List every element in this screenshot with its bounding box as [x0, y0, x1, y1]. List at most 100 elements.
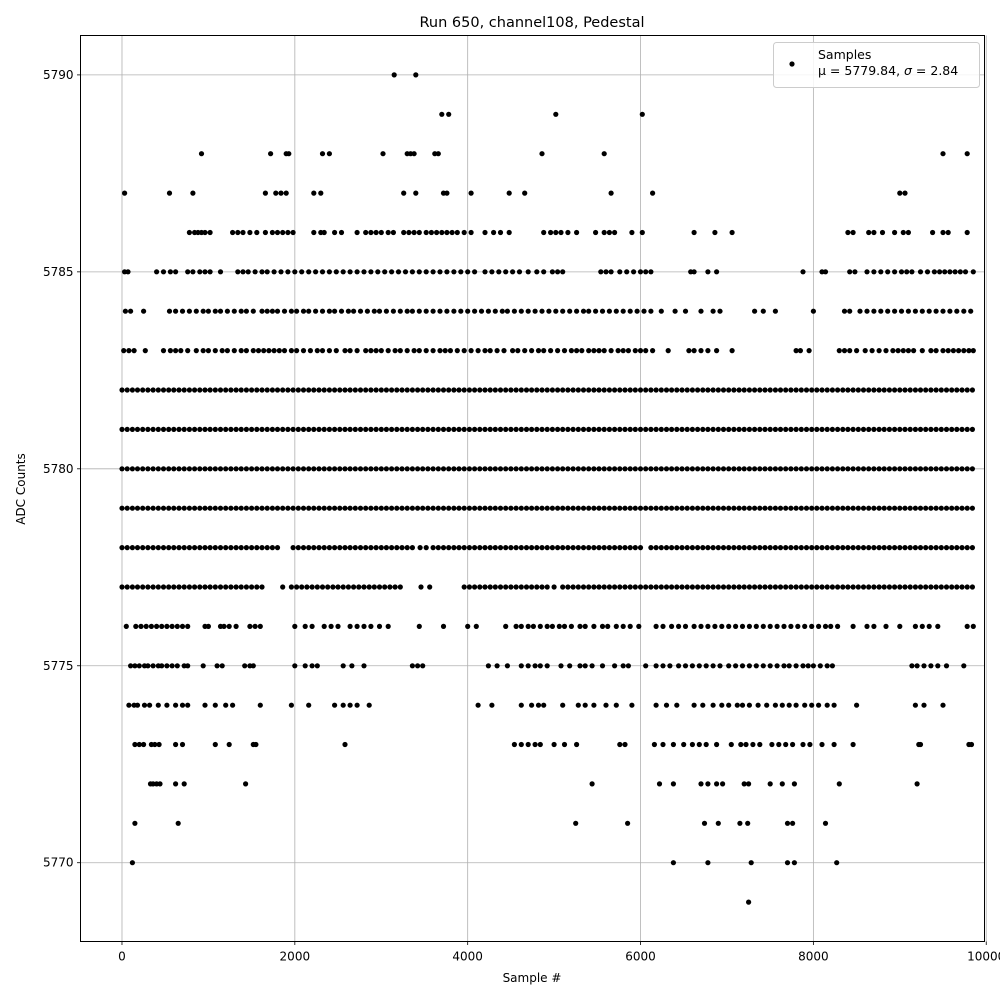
sample-point	[129, 387, 135, 393]
sample-point	[173, 702, 179, 708]
sample-point	[347, 505, 353, 511]
sample-point	[259, 505, 265, 511]
sample-point	[186, 229, 192, 236]
sample-point	[591, 387, 597, 393]
sample-point	[212, 584, 218, 590]
x-tick-label: 4000	[452, 950, 483, 964]
sample-point	[703, 663, 709, 669]
sample-point	[632, 584, 638, 590]
sample-point	[660, 741, 666, 748]
sample-point	[309, 663, 315, 669]
sample-point	[648, 584, 654, 590]
sample-point	[689, 466, 696, 472]
sample-point	[397, 348, 403, 354]
sample-point	[223, 505, 229, 511]
sample-point	[746, 466, 753, 472]
sample-point	[897, 623, 903, 630]
sample-point	[214, 663, 220, 669]
sample-point	[140, 584, 146, 590]
sample-point	[132, 741, 138, 748]
sample-point	[440, 545, 447, 551]
sample-point	[217, 466, 224, 472]
sample-point	[537, 623, 543, 630]
sample-point	[435, 151, 441, 157]
sample-point	[143, 623, 149, 630]
sample-point	[954, 584, 960, 590]
sample-point	[911, 348, 917, 354]
sample-point	[726, 426, 732, 432]
sample-point	[897, 426, 903, 432]
sample-point	[440, 466, 447, 472]
sample-point	[119, 584, 125, 590]
sample-point	[190, 190, 196, 196]
sample-point	[417, 545, 423, 551]
sample-point	[508, 505, 514, 511]
sample-point	[154, 623, 160, 630]
sample-point	[383, 466, 389, 472]
sample-point	[700, 505, 706, 511]
sample-point	[373, 426, 379, 432]
sample-point	[798, 584, 804, 590]
sample-point	[207, 229, 213, 236]
sample-point	[676, 623, 682, 630]
sample-point	[577, 663, 583, 669]
sample-point	[907, 505, 913, 511]
sample-point	[892, 584, 898, 590]
sample-point	[617, 505, 623, 511]
sample-point	[798, 426, 804, 432]
sample-point	[712, 229, 718, 236]
sample-point	[276, 348, 282, 354]
sample-point	[570, 505, 576, 511]
sample-point	[748, 860, 754, 866]
sample-point	[179, 308, 186, 314]
sample-point	[280, 466, 286, 472]
sample-point	[561, 623, 568, 630]
sample-point	[174, 623, 180, 630]
sample-point	[446, 466, 452, 472]
sample-point	[912, 623, 919, 630]
sample-point	[173, 741, 179, 748]
sample-point	[145, 466, 151, 472]
sample-point	[914, 781, 920, 787]
sample-point	[409, 387, 415, 393]
x-tick-label: 2000	[280, 950, 311, 964]
sample-point	[674, 702, 680, 708]
sample-point	[617, 741, 623, 748]
sample-point	[855, 584, 861, 590]
sample-point	[648, 426, 654, 432]
sample-point	[835, 545, 841, 551]
y-tick-label: 5790	[43, 68, 74, 82]
sample-point	[243, 781, 249, 787]
sample-point	[689, 426, 696, 432]
sample-point	[420, 466, 426, 472]
sample-point	[292, 269, 298, 275]
sample-point	[746, 505, 753, 511]
sample-point	[497, 584, 504, 590]
sample-point	[368, 426, 374, 432]
sample-point	[726, 584, 732, 590]
sample-point	[871, 308, 877, 314]
sample-point	[793, 505, 799, 511]
sample-point	[575, 584, 581, 590]
sample-point	[669, 466, 675, 472]
sample-point	[757, 426, 763, 432]
sample-point	[684, 466, 690, 472]
sample-point	[197, 505, 203, 511]
sample-point	[124, 505, 130, 511]
sample-point	[762, 387, 768, 393]
sample-point	[714, 269, 720, 275]
sample-point	[354, 229, 360, 236]
sample-point	[943, 466, 950, 472]
sample-point	[243, 545, 249, 551]
sample-point	[186, 466, 192, 472]
sample-point	[451, 269, 457, 275]
sample-point	[793, 702, 799, 708]
sample-point	[876, 584, 882, 590]
sample-point	[185, 623, 191, 630]
sample-point	[634, 308, 640, 314]
sample-point	[357, 387, 364, 393]
sample-point	[228, 505, 234, 511]
sample-point	[746, 387, 753, 393]
sample-point	[555, 466, 561, 472]
sample-point	[534, 505, 540, 511]
